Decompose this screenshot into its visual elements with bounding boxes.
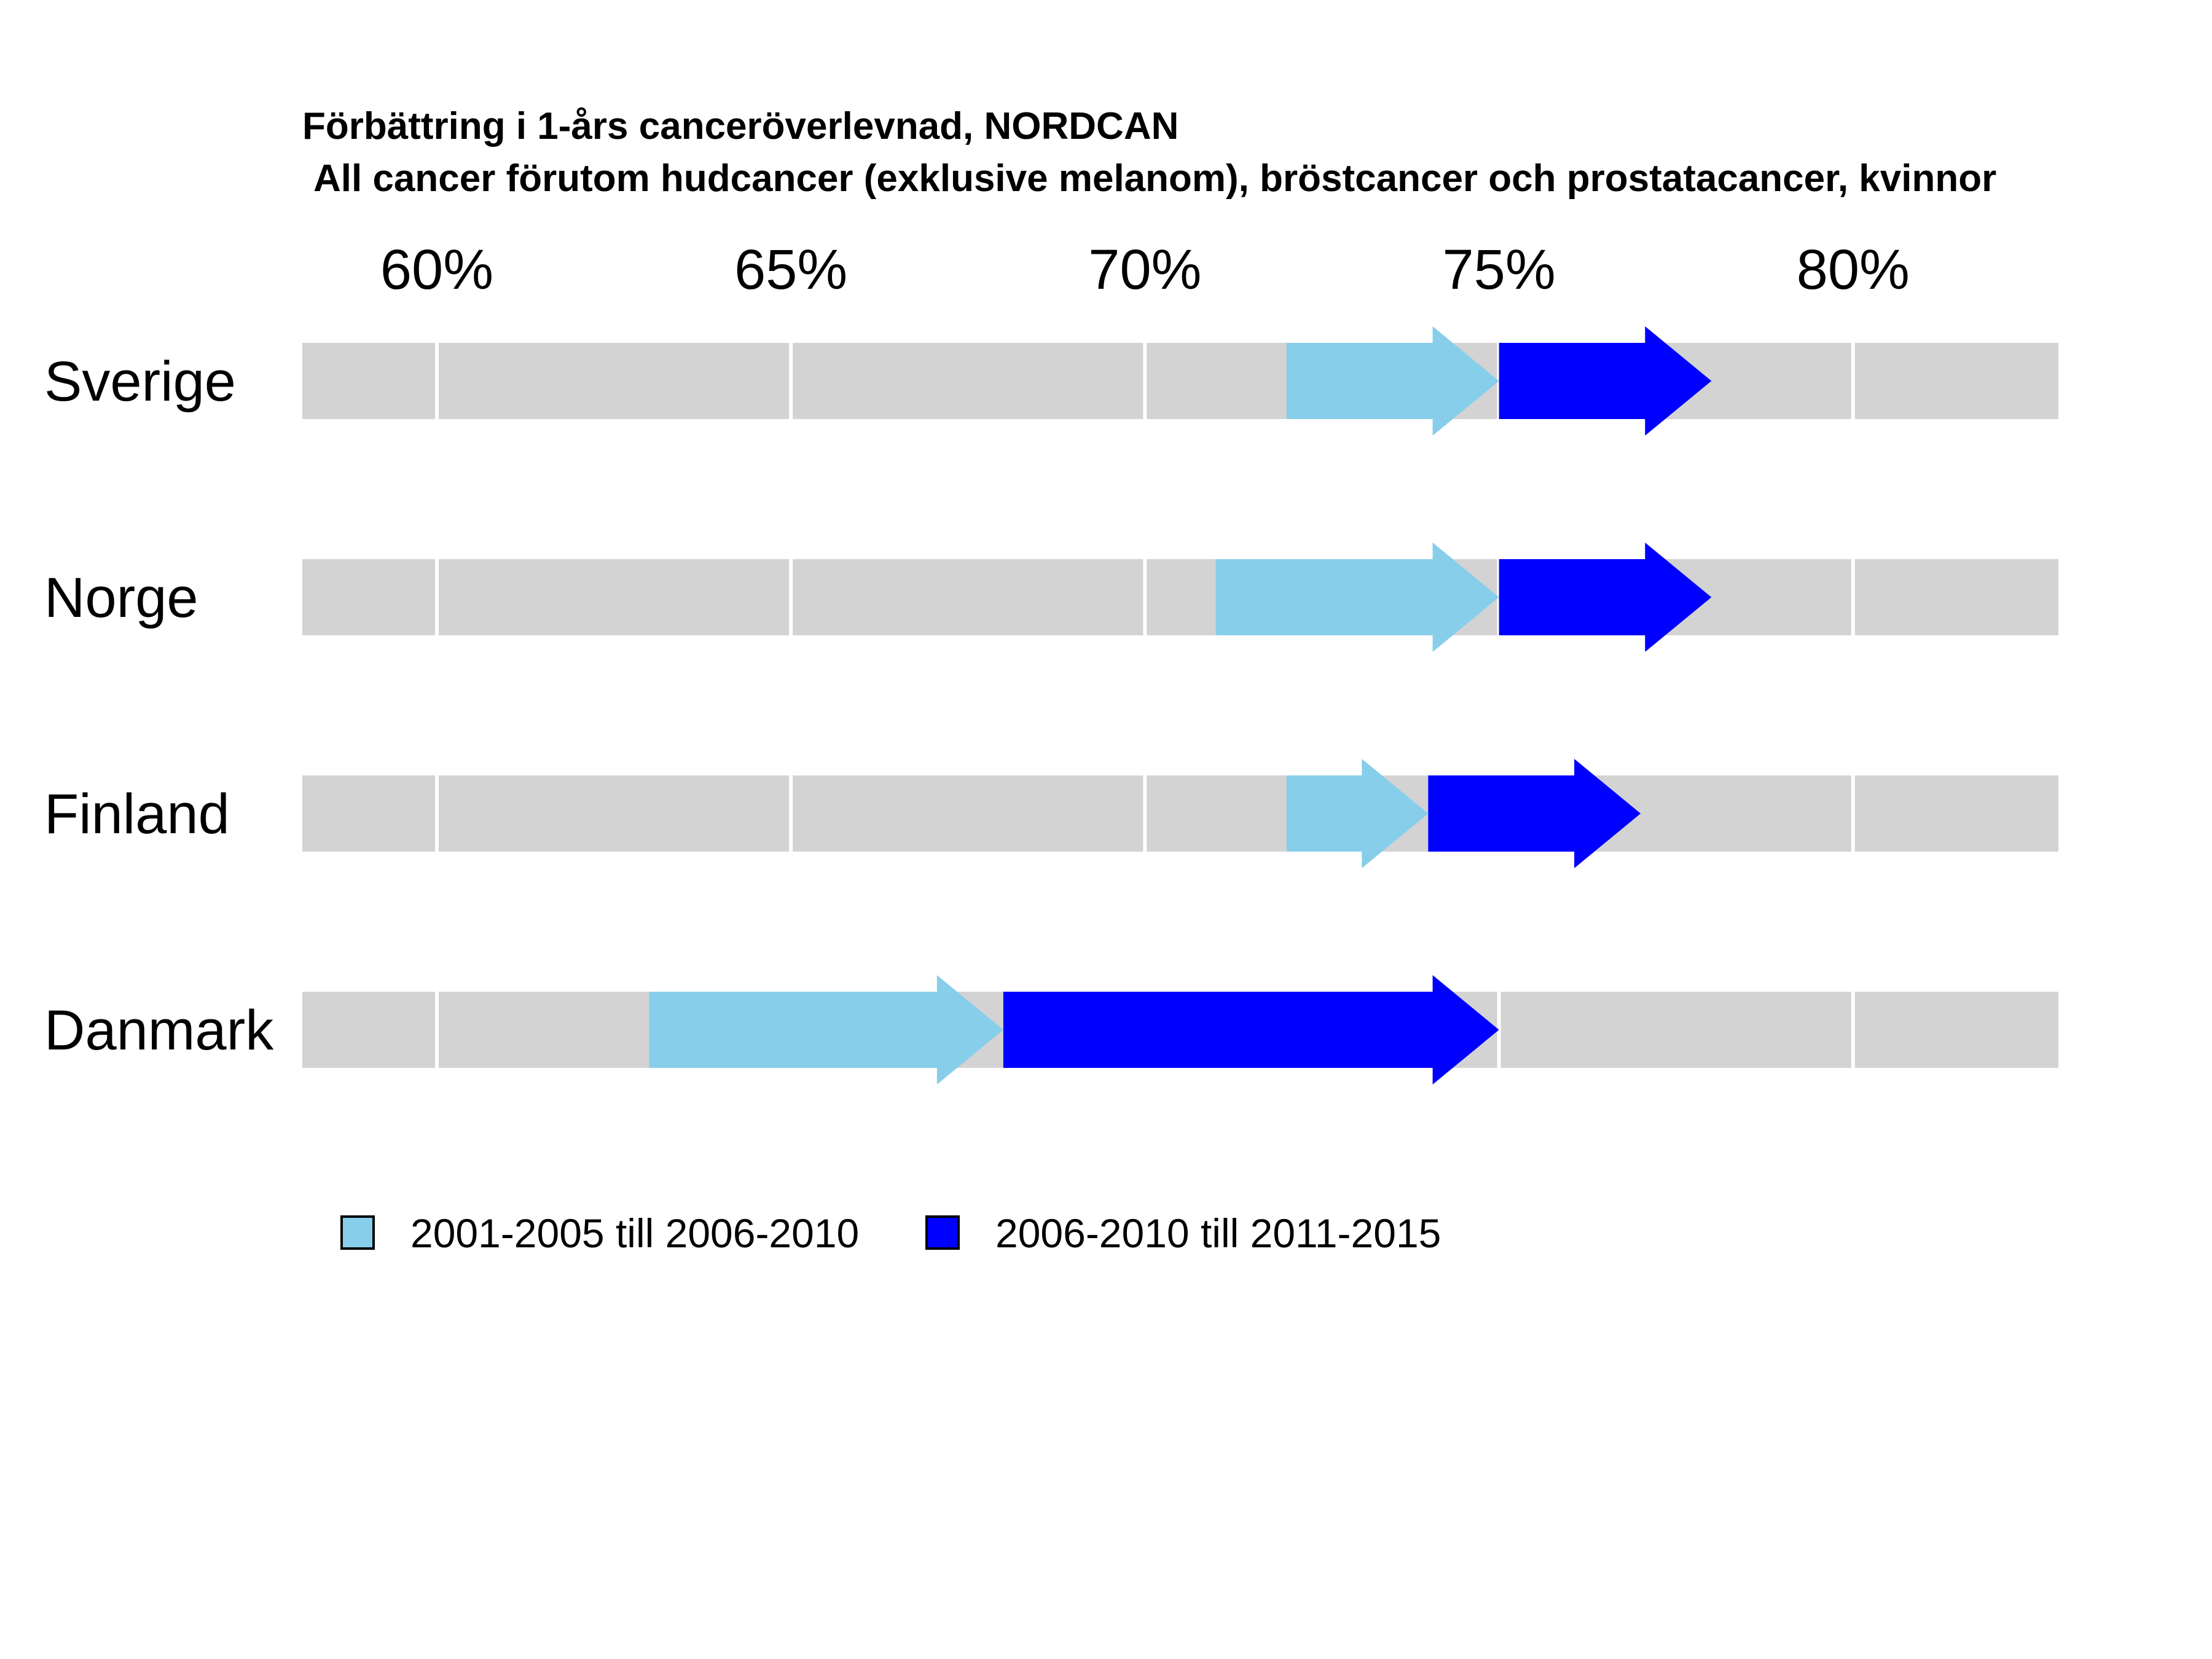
arrow-period-1 [1286, 326, 1499, 436]
country-label: Sverige [44, 350, 236, 413]
row-background-band [302, 343, 2058, 419]
legend-item: 2006-2010 till 2011-2015 [925, 1210, 1441, 1256]
legend: 2001-2005 till 2006-2010 2006-2010 till 2… [340, 1210, 1441, 1256]
arrow-period-2 [1003, 975, 1499, 1084]
x-tick-label: 65% [734, 238, 847, 301]
arrow-period-2 [1428, 759, 1641, 868]
x-tick-label: 60% [380, 238, 493, 301]
chart-subtitle: All cancer förutom hudcancer (exklusive … [313, 157, 1996, 200]
country-row: Norge [44, 543, 2058, 652]
row-background-band [302, 775, 2058, 852]
country-label: Danmark [44, 999, 274, 1062]
x-tick-label: 75% [1443, 238, 1556, 301]
arrow-period-2 [1499, 543, 1712, 652]
country-row: Finland [44, 759, 2058, 868]
legend-item: 2001-2005 till 2006-2010 [340, 1210, 859, 1256]
x-tick-label: 70% [1088, 238, 1201, 301]
x-tick-label: 80% [1797, 238, 1910, 301]
chart-title: Förbättring i 1-års canceröverlevnad, NO… [302, 105, 1179, 147]
legend-swatch [340, 1215, 375, 1250]
legend-label: 2006-2010 till 2011-2015 [995, 1210, 1441, 1256]
legend-label: 2001-2005 till 2006-2010 [410, 1210, 859, 1256]
country-row: Danmark [44, 975, 2058, 1084]
arrow-period-1 [649, 975, 1003, 1084]
x-axis-ticks: 60% 65% 70% 75% 80% [380, 238, 1910, 301]
row-background-band [302, 559, 2058, 635]
arrow-period-2 [1499, 326, 1712, 436]
country-rows: Sverige Norge Finland Danmark [44, 326, 2058, 1084]
legend-swatch [925, 1215, 960, 1250]
arrow-period-1 [1286, 759, 1429, 868]
arrow-period-1 [1215, 543, 1499, 652]
country-label: Finland [44, 783, 230, 845]
country-label: Norge [44, 567, 198, 629]
country-row: Sverige [44, 326, 2058, 436]
